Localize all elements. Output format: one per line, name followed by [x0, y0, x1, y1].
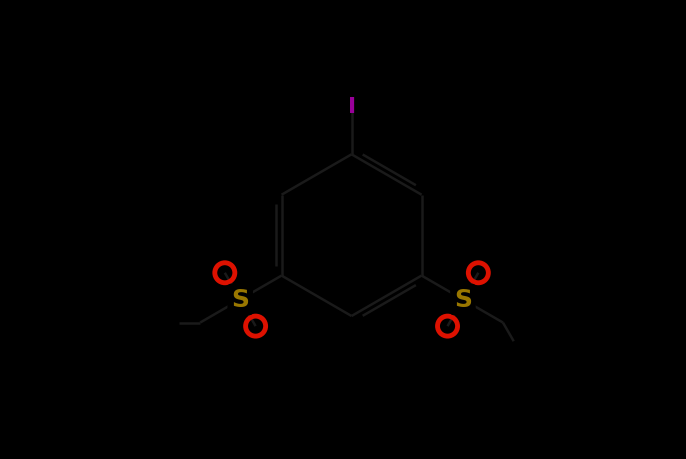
Text: I: I	[348, 96, 355, 117]
Text: S: S	[454, 288, 472, 312]
Text: S: S	[231, 288, 249, 312]
